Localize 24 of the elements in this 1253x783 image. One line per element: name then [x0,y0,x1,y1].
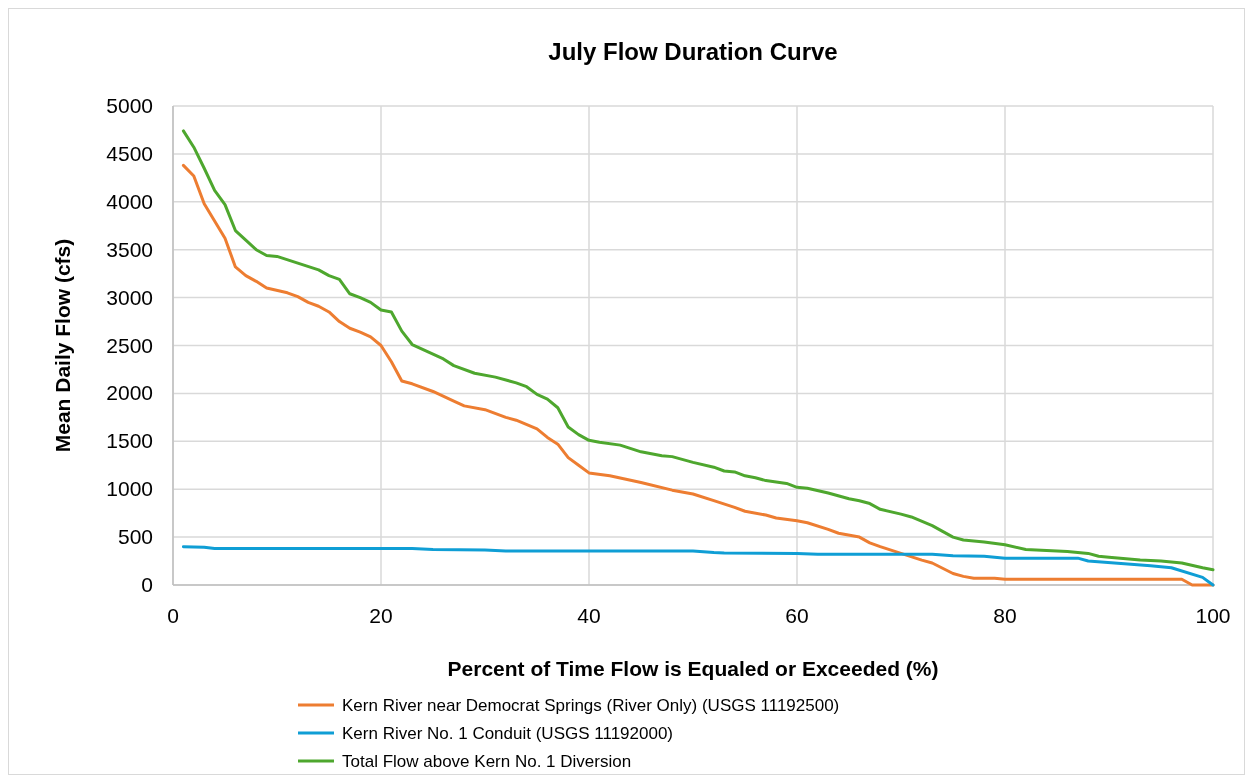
y-tick-label: 4000 [106,189,153,213]
y-tick-label: 4500 [106,141,153,165]
y-tick-label: 2000 [106,381,153,405]
y-tick-label: 1000 [106,477,153,501]
x-axis-title: Percent of Time Flow is Equaled or Exceeded (%) [447,657,939,680]
y-tick-label: 500 [117,525,153,549]
y-axis-title: Mean Daily Flow (cfs) [51,238,74,453]
y-tick-label: 3000 [106,285,153,309]
legend-label: Kern River near Democrat Springs (River Only) (USGS 11192500) [342,696,840,715]
x-tick-label: 100 [1195,604,1231,627]
line-series [181,545,1215,587]
x-tick-label: 80 [993,604,1017,627]
chart-title: July Flow Duration Curve [548,38,838,65]
y-tick-label: 5000 [106,94,153,117]
y-tick-label: 2500 [106,333,153,357]
y-tick-label: 1500 [106,429,153,453]
x-tick-label: 0 [167,604,179,627]
legend-label: Kern River No. 1 Conduit (USGS 11192000) [342,724,674,743]
legend-label: Total Flow above Kern No. 1 Diversion [342,752,632,771]
x-tick-label: 40 [577,604,601,627]
y-tick-label: 0 [141,573,153,596]
x-tick-label: 60 [785,604,809,627]
y-tick-label: 3500 [106,237,153,261]
x-tick-label: 20 [369,604,393,627]
